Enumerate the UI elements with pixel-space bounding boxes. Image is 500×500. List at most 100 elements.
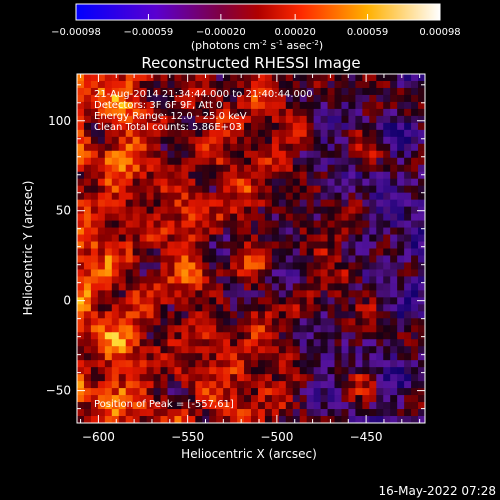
- heatmap-cell: [285, 234, 294, 242]
- heatmap-cell: [244, 381, 252, 389]
- heatmap-cell: [257, 283, 266, 291]
- heatmap-cell: [125, 241, 134, 249]
- heatmap-cell: [132, 227, 141, 235]
- heatmap-cell: [320, 227, 328, 235]
- heatmap-cell: [285, 101, 294, 110]
- heatmap-cell: [77, 367, 85, 375]
- heatmap-cell: [355, 346, 363, 354]
- heatmap-cell: [83, 115, 92, 124]
- heatmap-cell: [341, 304, 349, 312]
- y-tick-label: 100: [48, 114, 71, 128]
- heatmap-cell: [90, 339, 99, 347]
- heatmap-cell: [202, 164, 210, 173]
- heatmap-cell: [362, 353, 370, 361]
- heatmap-cell: [383, 178, 391, 187]
- heatmap-cell: [334, 87, 342, 96]
- heatmap-cell: [125, 276, 134, 284]
- heatmap-cell: [237, 381, 245, 389]
- heatmap-cell: [362, 115, 370, 124]
- heatmap-cell: [132, 136, 141, 145]
- heatmap-cell: [383, 367, 391, 375]
- heatmap-cell: [244, 374, 252, 382]
- heatmap-cell: [348, 241, 356, 249]
- heatmap-cell: [153, 367, 161, 375]
- heatmap-cell: [271, 115, 280, 124]
- heatmap-cell: [83, 311, 92, 319]
- heatmap-cell: [376, 199, 384, 208]
- heatmap-cell: [83, 346, 92, 354]
- heatmap-cell: [146, 164, 154, 173]
- heatmap-cell: [132, 164, 141, 173]
- heatmap-cell: [195, 122, 203, 131]
- heatmap-cell: [125, 234, 134, 242]
- heatmap-cell: [341, 381, 349, 389]
- heatmap-cell: [362, 206, 370, 214]
- heatmap-cell: [188, 129, 196, 138]
- heatmap-cell: [146, 269, 154, 277]
- heatmap-cell: [244, 150, 252, 159]
- heatmap-cell: [418, 360, 425, 368]
- heatmap-cell: [118, 297, 127, 305]
- heatmap-cell: [223, 115, 231, 124]
- heatmap-cell: [306, 185, 315, 194]
- heatmap-cell: [132, 87, 141, 96]
- heatmap-cell: [376, 115, 384, 124]
- heatmap-cell: [418, 332, 425, 340]
- heatmap-cell: [174, 388, 182, 396]
- heatmap-cell: [348, 325, 356, 333]
- heatmap-cell: [167, 332, 175, 340]
- heatmap-cell: [139, 94, 147, 103]
- heatmap-cell: [223, 353, 231, 361]
- heatmap-cell: [271, 234, 280, 242]
- heatmap-cell: [320, 241, 328, 249]
- heatmap-cell: [188, 87, 196, 96]
- heatmap-cell: [83, 150, 92, 159]
- heatmap-cell: [153, 136, 161, 145]
- heatmap-cell: [125, 304, 134, 312]
- heatmap-cell: [251, 80, 259, 89]
- heatmap-cell: [125, 80, 134, 89]
- heatmap-cell: [202, 290, 210, 298]
- heatmap-cell: [299, 346, 308, 354]
- heatmap-cell: [83, 325, 92, 333]
- heatmap-cell: [362, 339, 370, 347]
- heatmap-cell: [376, 409, 384, 417]
- heatmap-cell: [111, 332, 120, 340]
- heatmap-cell: [251, 171, 259, 180]
- heatmap-cell: [313, 129, 321, 138]
- heatmap-cell: [118, 283, 127, 291]
- heatmap-cell: [167, 409, 175, 417]
- heatmap-cell: [327, 374, 335, 382]
- heatmap-cell: [320, 74, 328, 82]
- heatmap-cell: [125, 129, 134, 138]
- heatmap-cell: [202, 318, 210, 326]
- heatmap-cell: [195, 402, 203, 410]
- heatmap-cell: [348, 164, 356, 173]
- heatmap-cell: [181, 157, 189, 166]
- heatmap-cell: [160, 402, 168, 410]
- heatmap-cell: [77, 353, 85, 361]
- heatmap-cell: [327, 234, 335, 242]
- heatmap-cell: [111, 416, 120, 423]
- heatmap-cell: [195, 311, 203, 319]
- heatmap-cell: [160, 248, 168, 256]
- heatmap-cell: [125, 213, 134, 221]
- heatmap-cell: [160, 339, 168, 347]
- heatmap-cell: [271, 304, 280, 312]
- heatmap-cell: [306, 94, 315, 103]
- heatmap-cell: [355, 318, 363, 326]
- heatmap-cell: [334, 283, 342, 291]
- heatmap-cell: [223, 171, 231, 180]
- heatmap-cell: [327, 248, 335, 256]
- heatmap-cell: [257, 213, 266, 221]
- heatmap-cell: [376, 143, 384, 152]
- heatmap-cell: [299, 262, 308, 270]
- heatmap-cell: [181, 269, 189, 277]
- heatmap-cell: [111, 115, 120, 124]
- heatmap-cell: [139, 101, 147, 110]
- heatmap-cell: [223, 381, 231, 389]
- heatmap-cell: [118, 143, 127, 152]
- heatmap-cell: [237, 129, 245, 138]
- heatmap-cell: [341, 325, 349, 333]
- heatmap-cell: [355, 87, 363, 96]
